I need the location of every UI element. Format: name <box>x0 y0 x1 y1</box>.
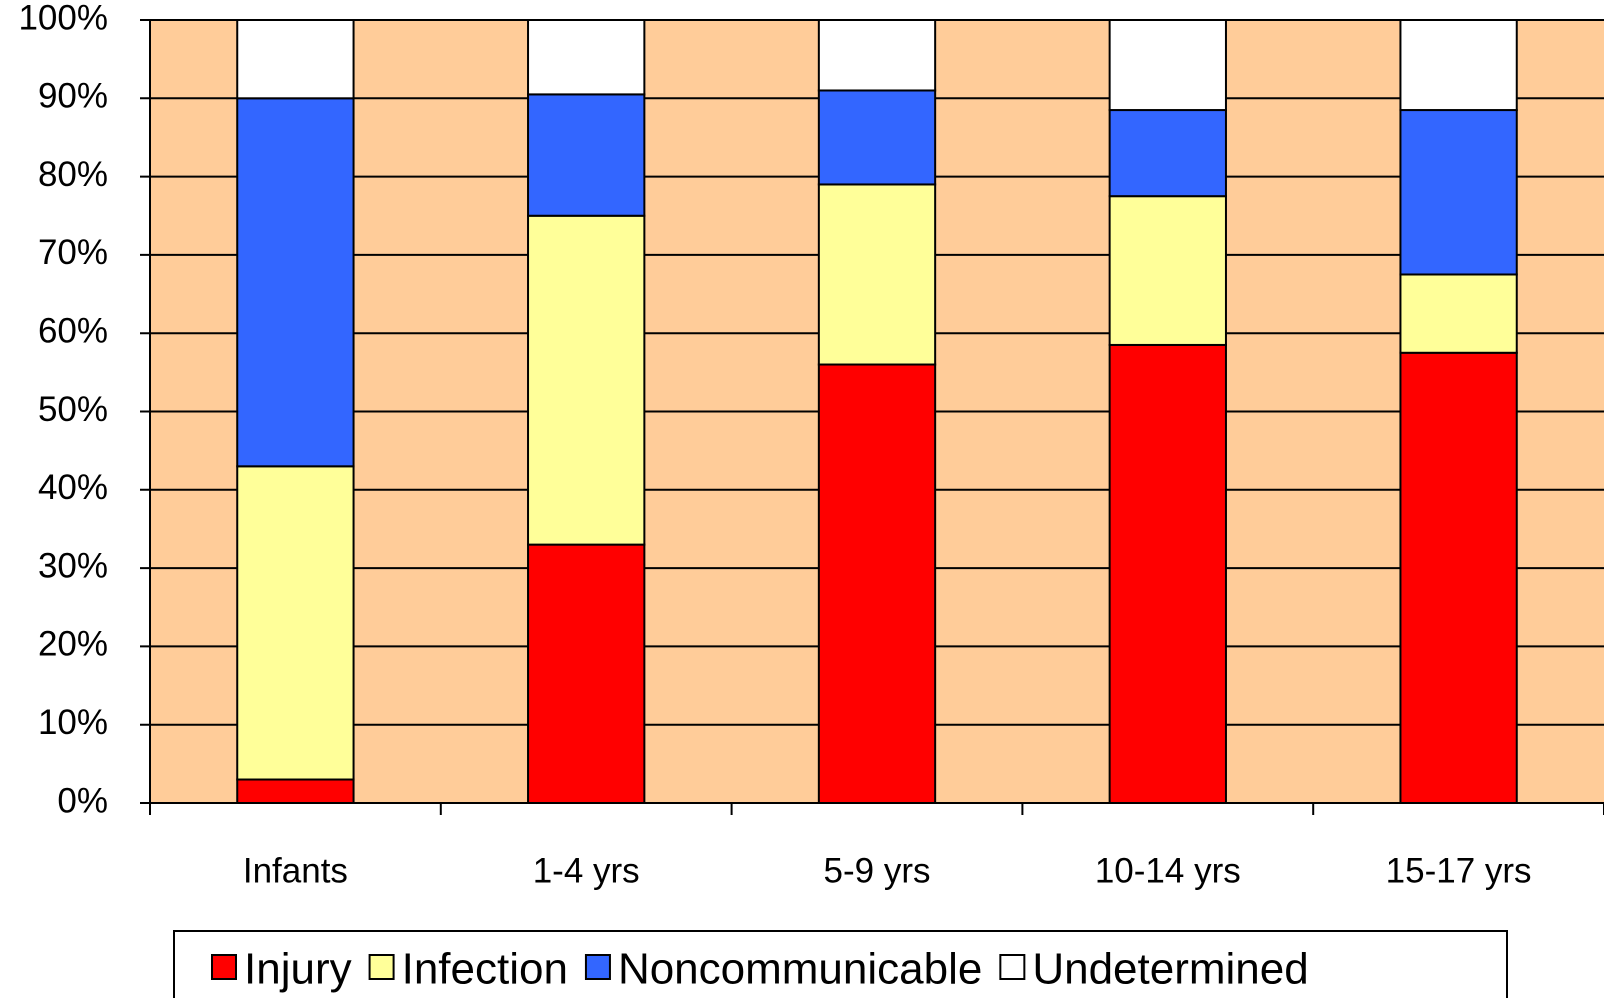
bar-segment <box>236 778 355 805</box>
bar-segment <box>1108 109 1227 198</box>
bar-segment <box>236 19 355 100</box>
y-tick-label: 40% <box>38 468 108 507</box>
legend-swatch <box>211 954 237 980</box>
y-tick-label: 80% <box>38 155 108 194</box>
bar-segment <box>1108 343 1227 804</box>
x-tick-label: 5-9 yrs <box>824 851 931 890</box>
bar-segment <box>817 89 937 186</box>
legend-label: Noncommunicable <box>618 945 982 994</box>
legend-label: Injury <box>244 945 352 994</box>
y-tick-label: 0% <box>57 781 108 820</box>
y-tick-label: 30% <box>38 546 108 585</box>
bar-segment <box>817 183 937 366</box>
y-tick-label: 20% <box>38 625 108 664</box>
y-tick-label: 10% <box>38 703 108 742</box>
x-tick-label: 15-17 yrs <box>1386 851 1532 890</box>
bar-segment <box>1108 195 1227 346</box>
legend <box>173 930 1508 998</box>
bar-segment <box>1108 19 1227 112</box>
bar-segment <box>1399 109 1518 276</box>
legend-swatch <box>584 954 611 980</box>
bar-segment <box>236 465 355 781</box>
bar-segment <box>527 19 646 96</box>
bar-segment <box>527 214 646 546</box>
bar-segment <box>527 543 646 804</box>
bar-segment <box>236 97 355 468</box>
bar-segment <box>1399 19 1518 112</box>
legend-label: Infection <box>402 945 568 994</box>
bar-segment <box>1399 273 1518 354</box>
y-tick-label: 90% <box>38 77 108 116</box>
x-tick-label: 10-14 yrs <box>1095 851 1241 890</box>
bar-segment <box>817 19 937 92</box>
bar-segment <box>817 363 937 804</box>
bar-segment <box>1399 351 1518 804</box>
bar-segment <box>527 93 646 217</box>
legend-swatch <box>368 954 395 980</box>
y-tick-label: 70% <box>38 233 108 272</box>
y-tick-label: 60% <box>38 311 108 350</box>
y-tick-label: 50% <box>38 390 108 429</box>
y-tick-label: 100% <box>18 0 108 37</box>
x-tick-label: Infants <box>243 851 348 890</box>
legend-label: Undetermined <box>1032 945 1308 994</box>
x-tick-label: 1-4 yrs <box>533 851 640 890</box>
legend-swatch <box>999 954 1026 980</box>
